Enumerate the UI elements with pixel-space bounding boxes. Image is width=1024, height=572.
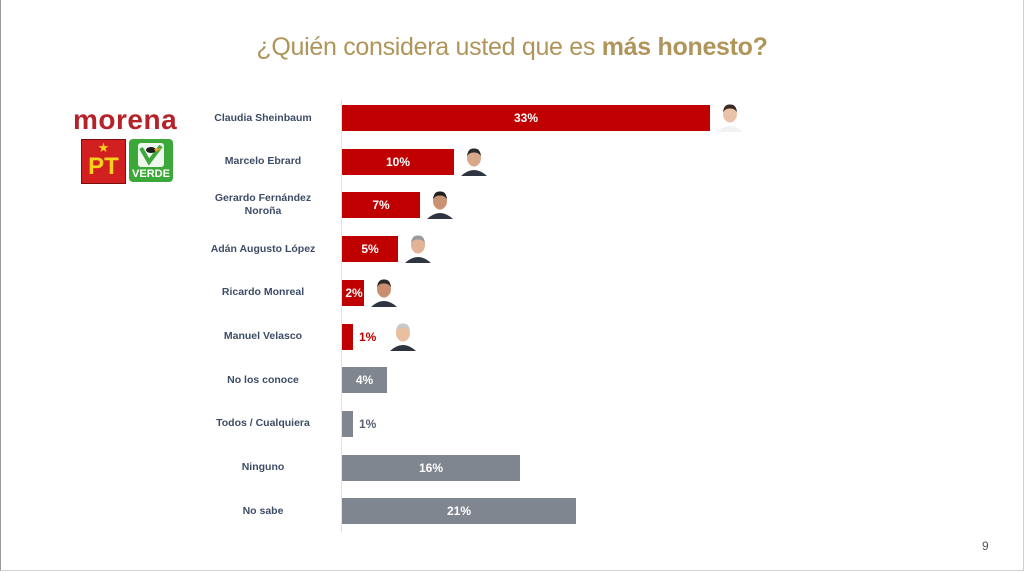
candidate-photo xyxy=(402,231,434,264)
bar-row: No sabe 21% xyxy=(0,493,1024,529)
bar-row: Ricardo Monreal 2% xyxy=(0,274,1024,311)
person-icon xyxy=(368,274,400,307)
chart-title-emphasis: más honesto? xyxy=(601,33,768,61)
pt-logo: ★ PT xyxy=(81,139,126,184)
value-label: 21% xyxy=(446,504,472,519)
category-label: Manuel Velasco xyxy=(223,330,303,342)
bar xyxy=(342,279,364,306)
toucan-icon xyxy=(138,143,164,167)
value-label: 2% xyxy=(345,285,363,300)
chart-axis-line xyxy=(341,100,342,532)
pt-logo-text: PT xyxy=(88,153,119,180)
value-label: 33% xyxy=(513,111,539,125)
bar-row: Adán Augusto López 5% xyxy=(0,231,1024,267)
value-label: 4% xyxy=(355,373,374,388)
candidate-photo xyxy=(714,100,746,132)
candidate-photo xyxy=(424,187,456,220)
star-icon: ★ xyxy=(97,140,110,155)
value-label: 1% xyxy=(359,416,377,431)
bar xyxy=(342,498,576,525)
bar xyxy=(342,323,353,350)
bar-row: Manuel Velasco 1% xyxy=(0,318,1024,355)
bar xyxy=(342,454,520,481)
page-number: 9 xyxy=(982,539,989,553)
bar xyxy=(342,148,454,175)
value-label: 1% xyxy=(359,329,377,344)
person-icon xyxy=(714,100,746,132)
category-label: No sabe xyxy=(242,504,284,517)
category-label: Marcelo Ebrard xyxy=(224,155,302,168)
person-icon xyxy=(402,231,434,264)
verde-logo-text: VERDE xyxy=(132,168,170,180)
person-icon xyxy=(458,143,490,176)
bar-row: Todos / Cualquiera 1% xyxy=(0,406,1024,442)
value-label: 5% xyxy=(361,242,379,257)
candidate-photo xyxy=(368,274,400,307)
category-label: Ninguno xyxy=(241,461,285,474)
chart-title-prefix: ¿Quién considera usted que es xyxy=(256,33,602,61)
bar xyxy=(342,192,420,219)
category-label: No los conoce xyxy=(227,373,299,386)
bar-row: Claudia Sheinbaum 33% xyxy=(0,100,1024,136)
person-icon xyxy=(387,318,419,351)
category-label: Gerardo Fernández Noroña xyxy=(214,192,312,218)
bar xyxy=(342,410,353,437)
value-label: 7% xyxy=(372,198,390,213)
bar-row: Marcelo Ebrard 10% xyxy=(0,143,1024,180)
morena-logo: morena xyxy=(73,104,178,135)
category-label: Todos / Cualquiera xyxy=(216,417,310,430)
bar xyxy=(342,236,398,263)
candidate-photo xyxy=(458,143,490,176)
category-label: Ricardo Monreal xyxy=(221,286,305,299)
party-logos: morena ★ PT VERDE xyxy=(70,105,185,185)
bar xyxy=(342,105,710,131)
bar-row: No los conoce 4% xyxy=(0,362,1024,398)
bar xyxy=(342,367,387,394)
person-icon xyxy=(424,187,456,220)
bar-row: Ninguno 16% xyxy=(0,450,1024,486)
chart-title: ¿Quién considera usted que es más honest… xyxy=(0,33,1024,62)
verde-logo: VERDE xyxy=(129,139,173,182)
bar-row: Gerardo Fernández Noroña 7% xyxy=(0,187,1024,223)
category-label: Adán Augusto López xyxy=(210,242,316,255)
category-label: Claudia Sheinbaum xyxy=(214,111,312,124)
candidate-photo xyxy=(387,318,419,351)
value-label: 16% xyxy=(418,460,444,475)
value-label: 10% xyxy=(385,154,411,169)
